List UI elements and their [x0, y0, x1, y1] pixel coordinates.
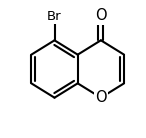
Text: O: O [95, 8, 107, 23]
Text: O: O [95, 90, 107, 105]
Text: Br: Br [47, 10, 62, 23]
